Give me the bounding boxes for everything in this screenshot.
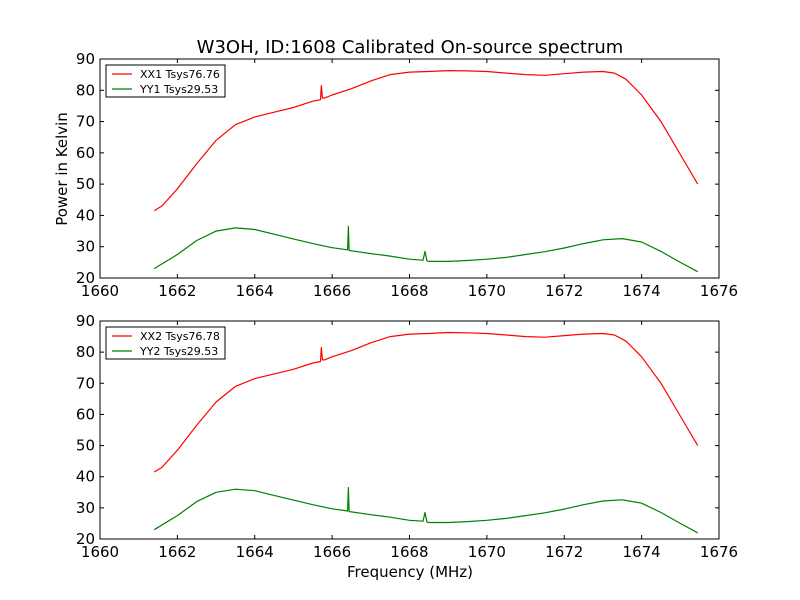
x-axis-label: Frequency (MHz) — [347, 563, 473, 581]
subplot-1: 1660 1662 1664 1666 1668 1670 1672 1674 1676 20 30… — [76, 50, 738, 300]
x-tick-label: 1662 — [158, 282, 196, 300]
y-tick-label: 60 — [76, 144, 95, 162]
legend-label-1: XX1 Tsys76.76 — [140, 68, 220, 81]
y-tick-label: 90 — [76, 50, 95, 68]
legend-label-2: YY2 Tsys29.53 — [139, 345, 218, 358]
y-tick-label: 70 — [76, 113, 95, 131]
legend-label-2: YY1 Tsys29.53 — [139, 83, 218, 96]
x-tick-label: 1676 — [700, 543, 738, 561]
x-tick-label: 1672 — [545, 282, 583, 300]
series-line-2 — [153, 487, 698, 534]
x-tick-label: 1662 — [158, 543, 196, 561]
y-tick-label: 30 — [76, 499, 95, 517]
x-tick-label: 1668 — [390, 282, 428, 300]
x-tick-label: 1674 — [623, 282, 661, 300]
y-tick-label: 50 — [76, 437, 95, 455]
y-axis-label-top: Power in Kelvin — [53, 112, 71, 226]
subplots: 1660 1662 1664 1666 1668 1670 1672 1674 1676 20 30… — [76, 50, 738, 561]
chart-title: W3OH, ID:1608 Calibrated On-source spect… — [197, 37, 624, 58]
series-line-2 — [153, 225, 698, 273]
x-tick-label: 1666 — [313, 543, 351, 561]
y-tick-label: 20 — [76, 269, 95, 287]
y-tick-label: 90 — [76, 312, 95, 330]
y-tick-label: 20 — [76, 530, 95, 548]
x-tick-label: 1670 — [468, 543, 506, 561]
legend — [105, 326, 226, 360]
x-tick-label: 1670 — [468, 282, 506, 300]
y-tick-label: 30 — [76, 238, 95, 256]
x-tick-label: 1666 — [313, 282, 351, 300]
x-tick-label: 1664 — [236, 543, 274, 561]
series-line-1 — [153, 69, 699, 212]
y-tick-label: 80 — [76, 81, 95, 99]
y-tick-label: 70 — [76, 374, 95, 392]
x-tick-label: 1664 — [236, 282, 274, 300]
y-tick-label: 40 — [76, 206, 95, 224]
y-tick-label: 40 — [76, 468, 95, 486]
y-tick-label: 60 — [76, 405, 95, 423]
x-tick-label: 1672 — [545, 543, 583, 561]
legend-label-1: XX2 Tsys76.78 — [140, 330, 220, 343]
y-tick-label: 50 — [76, 175, 95, 193]
x-tick-label: 1668 — [390, 543, 428, 561]
y-tick-label: 80 — [76, 343, 95, 361]
x-tick-label: 1676 — [700, 282, 738, 300]
series-line-1 — [153, 331, 699, 473]
x-tick-label: 1660 — [81, 282, 119, 300]
legend — [105, 64, 226, 98]
x-tick-label: 1674 — [623, 543, 661, 561]
subplot-2: 1660 1662 1664 1666 1668 1670 1672 1674 1676 20 30… — [76, 312, 738, 561]
x-tick-label: 1660 — [81, 543, 119, 561]
